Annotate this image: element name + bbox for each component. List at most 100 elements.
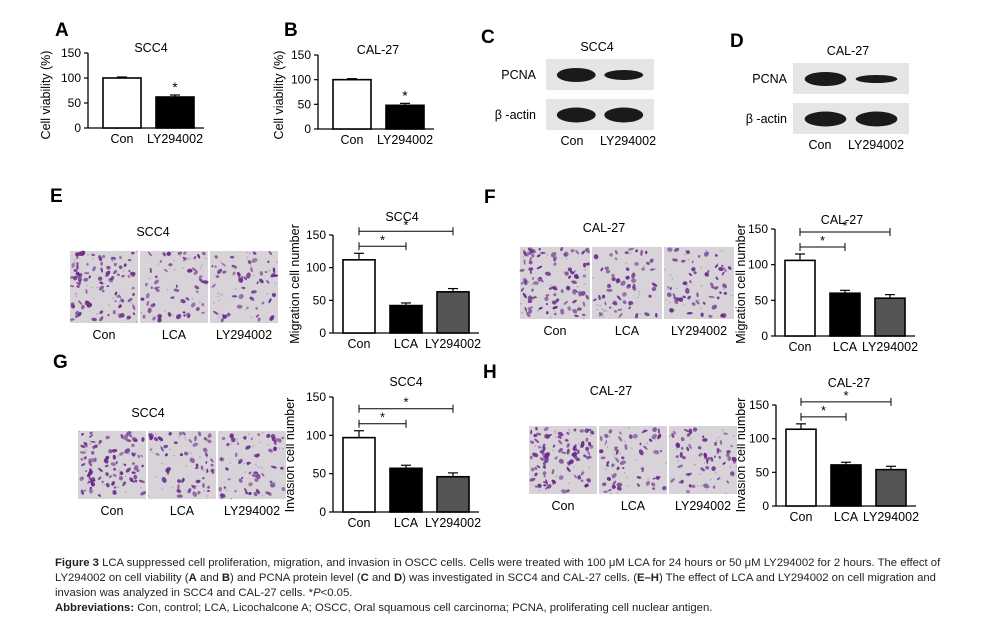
membrane-pore (203, 469, 205, 472)
blot-title: SCC4 (580, 40, 613, 54)
stained-cell (100, 267, 104, 273)
stained-cell (98, 439, 103, 444)
significance-star: * (403, 217, 408, 232)
y-tick-label: 150 (61, 46, 81, 60)
membrane-pore (546, 253, 549, 256)
membrane-pore (106, 436, 109, 438)
stained-cell (182, 431, 186, 436)
stained-cell (91, 317, 97, 322)
blot-lane-label: LY294002 (600, 134, 656, 148)
stained-cell (639, 442, 642, 446)
stained-cell (727, 456, 732, 461)
stained-cell (527, 295, 533, 302)
stained-cell (250, 437, 253, 441)
stained-cell (697, 255, 701, 258)
stained-cell (153, 437, 159, 442)
stained-cell (191, 484, 196, 489)
membrane-pore (89, 443, 91, 445)
membrane-pore (534, 445, 537, 447)
stained-cell (616, 486, 622, 491)
stained-cell (628, 302, 631, 306)
panel-label-e: E (50, 186, 63, 207)
membrane-pore (219, 293, 222, 296)
stained-cell (248, 471, 252, 475)
membrane-pore (689, 438, 692, 440)
membrane-pore (694, 463, 697, 466)
bar-con (342, 259, 376, 334)
stained-cell (205, 469, 208, 474)
stained-cell (225, 467, 229, 471)
western-blot-d: CAL-27 PCNA β -actin Con LY294002 (746, 44, 909, 152)
micrograph-label: Con (544, 324, 567, 338)
stained-cell (138, 479, 145, 483)
y-tick-label: 150 (749, 398, 769, 412)
membrane-pore (219, 260, 222, 263)
membrane-pore (521, 311, 523, 314)
stained-cell (585, 437, 589, 442)
significance-star: * (403, 395, 408, 410)
significance-star: * (820, 233, 825, 248)
stained-cell (721, 271, 725, 276)
bar-con (784, 259, 816, 337)
membrane-pore (147, 495, 150, 497)
membrane-pore (178, 436, 181, 439)
stained-cell (128, 269, 131, 273)
membrane-pore (562, 271, 565, 273)
micrograph-ly294002 (668, 426, 738, 495)
membrane-pore (644, 445, 647, 448)
stained-cell (582, 262, 587, 268)
stained-cell (223, 486, 226, 489)
stained-cell (577, 449, 580, 454)
stained-cell (693, 271, 697, 275)
micrograph-label: LY294002 (216, 328, 272, 342)
significance-star: * (380, 410, 385, 425)
blot-band (556, 107, 596, 123)
membrane-pore (191, 306, 194, 308)
membrane-pore (121, 481, 124, 483)
stained-cell (576, 307, 582, 311)
stained-cell (615, 278, 621, 284)
stained-cell (85, 470, 88, 473)
stained-cell (614, 446, 618, 449)
x-tick-label: LY294002 (425, 337, 481, 351)
stained-cell (140, 491, 147, 496)
membrane-pore (700, 284, 703, 287)
stained-cell (611, 302, 617, 305)
bar-con (332, 78, 372, 130)
membrane-pore (230, 439, 233, 442)
membrane-pore (616, 491, 619, 494)
membrane-pore (683, 304, 686, 306)
stained-cell (638, 449, 644, 456)
membrane-pore (601, 311, 604, 314)
stained-cell (113, 492, 118, 495)
micrograph-bg (70, 251, 138, 323)
stained-cell (148, 251, 152, 257)
abbrev-text: Con, control; LCA, Licochalcone A; OSCC,… (134, 602, 713, 614)
micrograph-label: LY294002 (224, 504, 280, 518)
x-tick-label: LCA (833, 340, 858, 354)
stained-cell (536, 465, 541, 469)
membrane-pore (205, 450, 208, 453)
membrane-pore (532, 253, 535, 256)
membrane-pore (710, 296, 713, 299)
membrane-pore (117, 469, 120, 472)
stained-cell (168, 432, 172, 436)
stained-cell (91, 253, 96, 257)
membrane-pore (240, 458, 243, 460)
caption-ref-b: B (221, 572, 231, 584)
membrane-pore (735, 465, 738, 468)
membrane-pore (599, 304, 601, 307)
stained-cell (202, 483, 205, 488)
stained-cell (242, 286, 246, 290)
stained-cell (593, 298, 597, 302)
y-tick-label: 50 (756, 465, 770, 479)
stained-cell (538, 306, 543, 310)
membrane-pore (732, 475, 735, 478)
stained-cell (81, 463, 86, 466)
membrane-pore (164, 309, 166, 312)
membrane-pore (93, 297, 96, 300)
stained-cell (178, 431, 183, 436)
membrane-pore (565, 257, 568, 260)
membrane-pore (93, 441, 95, 444)
stained-cell (585, 456, 589, 460)
